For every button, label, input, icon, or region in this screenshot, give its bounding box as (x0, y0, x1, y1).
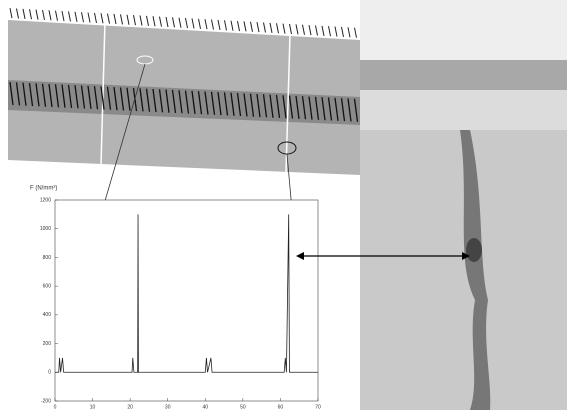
x-tick-label: 20 (127, 404, 133, 410)
ruler-tick (153, 16, 155, 26)
y-tick-label: 800 (43, 255, 52, 261)
y-tick-label: 200 (43, 341, 52, 347)
ruler-tick (82, 12, 84, 22)
photo-horizon (360, 60, 567, 90)
ruler-tick (205, 19, 207, 29)
ruler-tick (36, 10, 38, 20)
ruler-tick (283, 24, 285, 34)
ruler-tick (127, 15, 129, 25)
ruler-tick (348, 27, 350, 37)
y-tick-label: 600 (43, 283, 52, 289)
plot-frame (55, 200, 318, 401)
ruler-tick (225, 20, 227, 30)
ruler-tick (140, 16, 142, 26)
ruler-tick (134, 15, 136, 25)
page: {"chart_data": {"type": "line", "y_label… (0, 0, 567, 410)
ruler-tick (335, 27, 337, 37)
ruler-tick (88, 13, 90, 23)
ruler-tick (49, 10, 51, 20)
ruler-tick (160, 17, 162, 27)
ruler-tick (329, 26, 331, 36)
x-tick-label: 10 (90, 404, 96, 410)
ruler-tick (95, 13, 97, 23)
ruler-tick (121, 14, 123, 24)
x-tick-label: 40 (203, 404, 209, 410)
ruler-tick (10, 8, 12, 18)
ruler-tick (147, 16, 149, 26)
ruler-tick (342, 27, 344, 37)
y-tick-label: 1200 (40, 197, 51, 203)
ruler-tick (23, 9, 25, 19)
photo-spot (466, 238, 482, 262)
ruler-tick (257, 22, 259, 32)
y-tick-label: 0 (48, 370, 51, 376)
ruler-tick (186, 18, 188, 28)
y-tick-label: 400 (43, 312, 52, 318)
x-tick-label: 30 (165, 404, 171, 410)
x-tick-label: 50 (240, 404, 246, 410)
ruler-tick (192, 18, 194, 28)
ruler-tick (218, 20, 220, 30)
ruler-tick (75, 12, 77, 22)
ruler-tick (101, 13, 103, 23)
ruler-tick (108, 14, 110, 24)
ruler-tick (322, 26, 324, 36)
ruler-tick (277, 23, 279, 33)
photo-sky (360, 0, 567, 60)
ruler-tick (231, 21, 233, 31)
ruler-tick (114, 14, 116, 24)
ruler-tick (238, 21, 240, 31)
y-tick-label: -200 (41, 398, 51, 404)
ruler-tick (303, 25, 305, 35)
ruler-tick (212, 20, 214, 30)
ruler-tick (244, 21, 246, 31)
y-tick-label: 1000 (40, 226, 51, 232)
x-tick-label: 70 (315, 404, 321, 410)
x-tick-label: 60 (278, 404, 284, 410)
ruler-tick (43, 10, 45, 20)
ruler-tick (62, 11, 64, 21)
ruler-tick (69, 11, 71, 21)
figure: F (N/mm²) -20002004006008001000120001020… (0, 0, 567, 410)
ruler-tick (355, 28, 357, 38)
ruler-tick (309, 25, 311, 35)
ruler-tick (290, 24, 292, 34)
ruler-tick (270, 23, 272, 33)
ruler-tick (30, 9, 32, 19)
ruler-tick (166, 17, 168, 27)
ruler-tick (316, 25, 318, 35)
photo-wall (360, 90, 567, 130)
ruler-tick (17, 8, 19, 18)
ruler-tick (56, 11, 58, 21)
ruler-tick (251, 22, 253, 32)
ruler-tick (179, 18, 181, 28)
ruler-tick (173, 17, 175, 27)
ruler-tick (199, 19, 201, 29)
y-axis-label: F (N/mm²) (30, 186, 57, 192)
ruler-tick (264, 23, 266, 33)
ruler-tick (296, 24, 298, 34)
x-tick-label: 0 (54, 404, 57, 410)
